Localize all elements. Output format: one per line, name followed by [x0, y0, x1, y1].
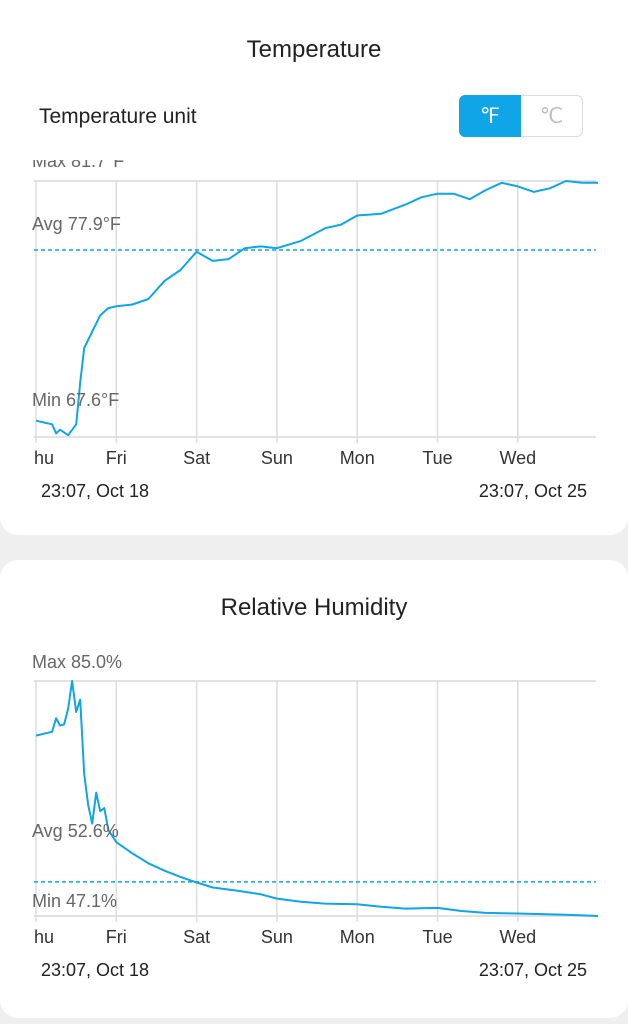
x-tick-label: Sun [261, 448, 293, 468]
x-tick-label: Fri [106, 927, 127, 947]
x-tick-label: Sat [183, 927, 210, 947]
humidity-chart-svg: hu Fri Sat Sun Mon Tue Wed Max 85.0% Avg 52.6% Mi… [32, 652, 599, 980]
x-tick-label: Wed [499, 448, 536, 468]
temperature-card: Temperature Temperature unit ℉ ℃ hu Fri Sa… [0, 0, 628, 535]
x-tick-label: Tue [422, 448, 452, 468]
unit-celsius-button[interactable]: ℃ [521, 95, 583, 137]
min-label: Min 47.1% [32, 891, 117, 911]
min-label: Min 67.6°F [32, 390, 119, 410]
x-tick-label: hu [34, 927, 54, 947]
x-tick-label: hu [34, 448, 54, 468]
x-tick-label: Mon [340, 448, 375, 468]
x-tick-label: Tue [422, 927, 452, 947]
x-tick-label: Sun [261, 927, 293, 947]
unit-fahrenheit-button[interactable]: ℉ [459, 95, 521, 137]
start-time: 23:07, Oct 18 [41, 481, 149, 501]
data-series-line [35, 680, 599, 917]
x-tick-label: Sat [183, 448, 210, 468]
temperature-chart-svg: hu Fri Sat Sun Mon Tue Wed Max 81.7°F Avg 77.9°F… [32, 151, 599, 501]
temperature-chart: hu Fri Sat Sun Mon Tue Wed Max 81.7°F Avg 77.9°F… [0, 151, 628, 520]
x-tick-label: Mon [340, 927, 375, 947]
humidity-chart: hu Fri Sat Sun Mon Tue Wed Max 85.0% Avg 52.6% Mi… [0, 650, 628, 990]
avg-label: Avg 77.9°F [32, 214, 121, 234]
temperature-unit-label: Temperature unit [39, 105, 197, 128]
end-time: 23:07, Oct 25 [479, 960, 587, 980]
temperature-title: Temperature [246, 36, 382, 63]
humidity-title: Relative Humidity [220, 594, 408, 621]
max-label: Max 85.0% [32, 652, 122, 672]
data-series-line [35, 180, 599, 437]
x-tick-label: Wed [499, 927, 536, 947]
avg-label: Avg 52.6% [32, 821, 119, 841]
humidity-card: Relative Humidity hu Fri Sat Sun Mon Tue Wed Ma… [0, 560, 628, 1018]
start-time: 23:07, Oct 18 [41, 960, 149, 980]
end-time: 23:07, Oct 25 [479, 481, 587, 501]
max-label: Max 81.7°F [32, 160, 124, 171]
x-tick-label: Fri [106, 448, 127, 468]
